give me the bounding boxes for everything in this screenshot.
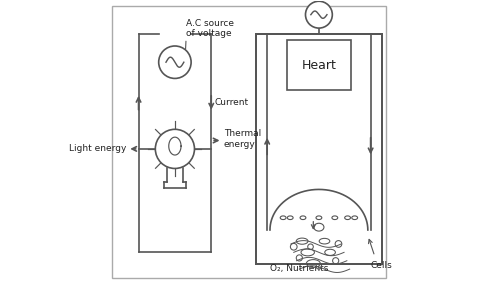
Circle shape <box>305 1 332 28</box>
Text: Thermal
energy: Thermal energy <box>224 130 261 149</box>
Text: Cells: Cells <box>371 261 392 270</box>
Bar <box>256 34 382 264</box>
Text: Heart: Heart <box>301 58 336 71</box>
Text: Current: Current <box>215 98 249 107</box>
Circle shape <box>155 129 195 169</box>
Text: O₂, Nutrients: O₂, Nutrients <box>270 264 329 273</box>
Text: Light energy: Light energy <box>69 144 126 153</box>
Circle shape <box>159 46 191 78</box>
Text: A.C source
of voltage: A.C source of voltage <box>186 19 234 38</box>
Bar <box>287 40 351 90</box>
